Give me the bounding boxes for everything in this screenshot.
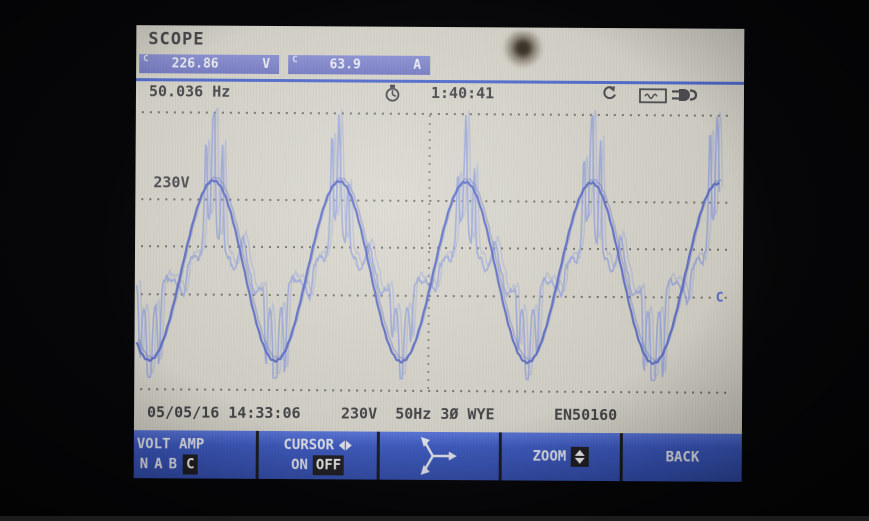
phase-b: B [168, 456, 178, 473]
softkey-pan[interactable] [379, 431, 499, 481]
softkey-cursor[interactable]: CURSOR ON OFF [258, 430, 378, 480]
phase-select-row: N A B C [137, 454, 201, 475]
cursor-label: CURSOR [283, 436, 335, 454]
status-time: 14:33:06 [228, 403, 301, 423]
photo-edge [0, 516, 869, 521]
status-date: 05/05/16 [146, 403, 220, 422]
zoom-label: ZOOM [532, 448, 567, 465]
phase-n: N [139, 456, 149, 473]
status-wiring: 3Ø WYE [440, 405, 495, 424]
softkey-volt-amp[interactable]: VOLT AMP N A B C [133, 430, 256, 479]
cursor-on: ON [290, 457, 308, 474]
phase-a: A [154, 456, 163, 473]
status-nominal-frequency: 50Hz [395, 404, 432, 423]
status-nominal-voltage: 230V [340, 404, 378, 423]
cursor-left-right-icon [338, 440, 353, 451]
fluke-scope-screen: SCOPE C 226.86 V C 63.9 A 50.036 Hz 1:40… [133, 25, 745, 482]
back-label: BACK [665, 449, 700, 466]
phase-c-selected: C [182, 454, 198, 475]
softkey-bar: VOLT AMP N A B C CURSOR ON OFF [133, 430, 742, 482]
pan-arrows-icon [421, 436, 458, 475]
status-datetime: 05/05/16 14:33:06 [147, 403, 301, 422]
zoom-up-down-icon [571, 446, 590, 467]
softkey-back[interactable]: BACK [622, 433, 742, 482]
status-config: 230V 50Hz 3Ø WYE [341, 404, 495, 423]
softkey-zoom[interactable]: ZOOM [501, 432, 621, 482]
status-standard: EN50160 [553, 405, 618, 425]
softkey-volt-amp-label: VOLT AMP [136, 435, 205, 453]
trace-phase-label: C [715, 290, 724, 306]
cursor-off-selected: OFF [312, 455, 345, 476]
